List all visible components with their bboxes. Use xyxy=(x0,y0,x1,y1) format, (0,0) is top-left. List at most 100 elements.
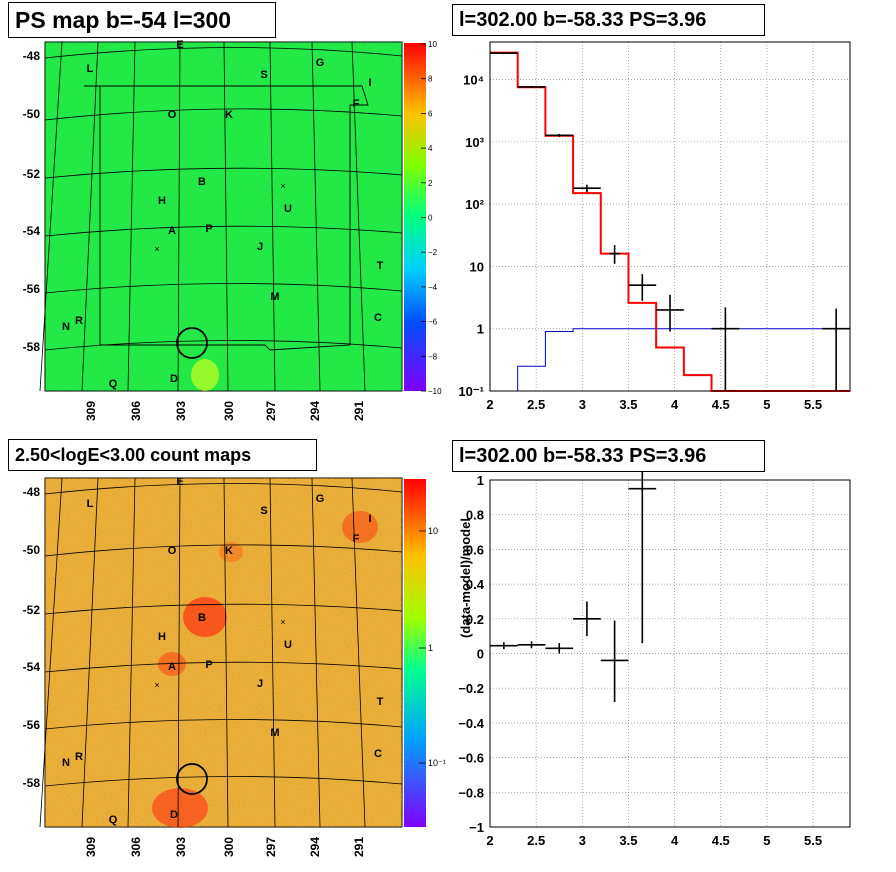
map-bottom-source-labels: E L S G IF O K B H U A P J T M C N R Q D xyxy=(62,476,384,826)
data-point xyxy=(573,184,601,193)
colorbar-tick-label: 1 xyxy=(428,643,433,653)
x-tick-label: 300 xyxy=(222,401,236,421)
map-top-colorbar-ticks: 10 8 6 4 2 0 −2 −4 −6 −8 −10 xyxy=(421,40,442,396)
source-label-q: Q xyxy=(109,814,118,826)
source-label-u: U xyxy=(284,203,292,215)
residual-data-points xyxy=(490,471,657,703)
source-label-k: K xyxy=(225,109,233,121)
x-tick-label: 3 xyxy=(579,833,586,848)
residual-point xyxy=(600,620,629,703)
colorbar-tick-label: −4 xyxy=(428,283,438,292)
residual-grid xyxy=(489,479,850,828)
y-tick-label: 10³ xyxy=(465,135,484,150)
model-total-histogram xyxy=(490,51,850,392)
source-label-r: R xyxy=(75,315,83,327)
colorbar-tick-label: −6 xyxy=(428,318,438,327)
x-tick-label: 4.5 xyxy=(712,833,730,848)
source-label-l: L xyxy=(87,63,94,75)
source-label-m: M xyxy=(270,727,279,739)
x-tick-label: 303 xyxy=(174,837,188,857)
map-bottom-source-f-glow xyxy=(342,511,378,543)
source-label-a: A xyxy=(168,225,176,237)
y-tick-label: -50 xyxy=(23,543,41,557)
map-top: × × E L S G IF O K B H U A P J T M C N R Q D -48 -50 -52 -54 -5… xyxy=(23,39,442,421)
map-bottom-x-mark-2: × xyxy=(154,680,159,690)
x-tick-label: 5.5 xyxy=(804,833,822,848)
colorbar-tick-label: 10 xyxy=(428,526,438,536)
spectrum-tick-labels: 2 2.5 3 3.5 4 4.5 5 5.5 10⁻¹ 1 10 10² 10³ 10⁴ xyxy=(458,73,822,412)
source-label-e: E xyxy=(176,39,183,51)
map-bottom: × × E L S G IF O K B H U A P J T M C N R Q D -48 -50 -52 -54 -5… xyxy=(23,476,446,857)
residual-tick-labels: 2 2.5 3 3.5 4 4.5 5 5.5 −1 −0.8 −0.6 −0.4 −0.2 0 0.2 0.… xyxy=(458,473,822,848)
x-tick-label: 5 xyxy=(763,397,770,412)
source-label-i: I xyxy=(368,513,371,525)
map-top-x-ticks: 309 306 303 300 297 294 291 xyxy=(84,401,366,421)
y-tick-label: 1 xyxy=(477,473,484,488)
data-point xyxy=(711,307,740,391)
residual-point xyxy=(517,641,546,649)
y-tick-label: −0.8 xyxy=(458,785,484,800)
y-tick-label: 10⁻¹ xyxy=(458,384,484,399)
colorbar-tick-label: 10⁻¹ xyxy=(428,758,446,768)
x-tick-label: 4.5 xyxy=(712,397,730,412)
y-tick-label: 0.6 xyxy=(466,542,484,557)
data-point xyxy=(545,133,574,137)
map-top-x-mark-2: × xyxy=(154,244,159,254)
x-tick-label: 4 xyxy=(671,397,679,412)
map-top-source-labels: E L S G IF O K B H U A P J T M C N R Q D xyxy=(62,39,384,390)
map-top-grid xyxy=(39,41,403,392)
source-label-u: U xyxy=(284,639,292,651)
residual-point xyxy=(490,642,518,650)
x-tick-label: 306 xyxy=(129,837,143,857)
spectrum-axes-frame xyxy=(489,41,851,392)
x-tick-label: 3 xyxy=(579,397,586,412)
x-tick-label: 294 xyxy=(308,837,322,857)
x-tick-label: 291 xyxy=(352,837,366,857)
y-tick-label: 10 xyxy=(470,259,484,274)
source-label-j: J xyxy=(257,678,263,690)
model-background-histogram xyxy=(490,328,850,392)
source-label-r: R xyxy=(75,751,83,763)
source-label-s: S xyxy=(260,505,267,517)
y-tick-label: -54 xyxy=(23,660,41,674)
source-label-p: P xyxy=(205,659,212,671)
residual-axes-frame xyxy=(489,479,851,828)
colorbar-tick-label: −10 xyxy=(428,387,442,396)
map-top-x-mark-1: × xyxy=(280,181,285,191)
colorbar-tick-label: 4 xyxy=(428,144,433,153)
source-label-t: T xyxy=(377,260,384,272)
data-point xyxy=(656,294,684,332)
source-label-q: Q xyxy=(109,378,118,390)
source-label-d: D xyxy=(170,809,178,821)
spectrum-data-points xyxy=(490,52,850,391)
source-label-t: T xyxy=(377,696,384,708)
map-top-colorbar xyxy=(404,43,426,391)
source-label-m: M xyxy=(270,291,279,303)
x-tick-label: 306 xyxy=(129,401,143,421)
x-tick-label: 297 xyxy=(264,401,278,421)
spectrum-title: l=302.00 b=-58.33 PS=3.96 xyxy=(452,4,765,36)
source-label-h: H xyxy=(158,631,166,643)
source-label-o: O xyxy=(168,109,177,121)
x-tick-label: 2.5 xyxy=(527,833,545,848)
y-tick-label: -48 xyxy=(23,49,41,63)
source-label-c: C xyxy=(374,748,382,760)
source-label-i: I xyxy=(368,77,371,89)
y-tick-label: 0.4 xyxy=(466,577,485,592)
source-label-s: S xyxy=(260,69,267,81)
map-bottom-roi-circle xyxy=(176,763,208,795)
y-tick-label: 1 xyxy=(477,322,484,337)
map-bottom-source-d-glow xyxy=(152,788,208,828)
source-label-n: N xyxy=(62,757,70,769)
residual-point xyxy=(628,471,657,644)
x-tick-label: 3.5 xyxy=(619,397,637,412)
colorbar-tick-label: 6 xyxy=(428,109,433,118)
x-tick-label: 2.5 xyxy=(527,397,545,412)
map-bottom-title: 2.50<logE<3.00 count maps xyxy=(8,439,317,471)
x-tick-label: 291 xyxy=(352,401,366,421)
source-label-n: N xyxy=(62,321,70,333)
map-top-roi-circle xyxy=(176,327,208,359)
source-label-o: O xyxy=(168,545,177,557)
x-tick-label: 5.5 xyxy=(804,397,822,412)
